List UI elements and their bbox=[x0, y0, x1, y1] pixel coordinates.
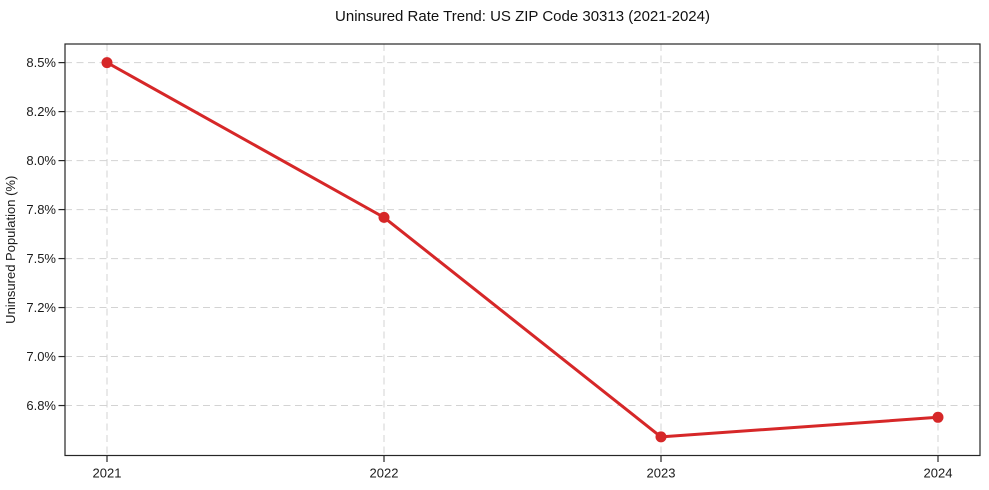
y-tick-label: 8.2% bbox=[26, 104, 56, 119]
data-point-2022 bbox=[378, 211, 390, 223]
y-tick-label: 7.8% bbox=[26, 202, 56, 217]
y-tick-label: 7.0% bbox=[26, 349, 56, 364]
chart-title: Uninsured Rate Trend: US ZIP Code 30313 … bbox=[335, 8, 710, 25]
y-tick-label: 8.5% bbox=[26, 55, 56, 70]
y-tick-label: 6.8% bbox=[26, 398, 56, 413]
y-tick-label: 7.5% bbox=[26, 251, 56, 266]
axes: 8.5% 8.2% 8.0% 7.8% 7.5% 7.2% 7.0% 6.8% 2021 2022… bbox=[26, 43, 981, 481]
trend-line bbox=[105, 61, 940, 439]
y-tick-label: 8.0% bbox=[26, 153, 56, 168]
x-tick-label: 2023 bbox=[647, 466, 676, 481]
x-tick-label: 2022 bbox=[370, 466, 399, 481]
data-point-2024 bbox=[932, 411, 944, 423]
data-point-2021 bbox=[101, 57, 113, 69]
x-tick-label: 2021 bbox=[93, 466, 122, 481]
gridlines bbox=[65, 44, 980, 456]
data-point-2023 bbox=[655, 431, 667, 443]
x-tick-label: 2024 bbox=[924, 466, 953, 481]
plot-border bbox=[64, 43, 981, 457]
trend-series bbox=[101, 57, 944, 443]
y-tick-label: 7.2% bbox=[26, 300, 56, 315]
y-axis-label: Uninsured Population (%) bbox=[3, 176, 18, 324]
